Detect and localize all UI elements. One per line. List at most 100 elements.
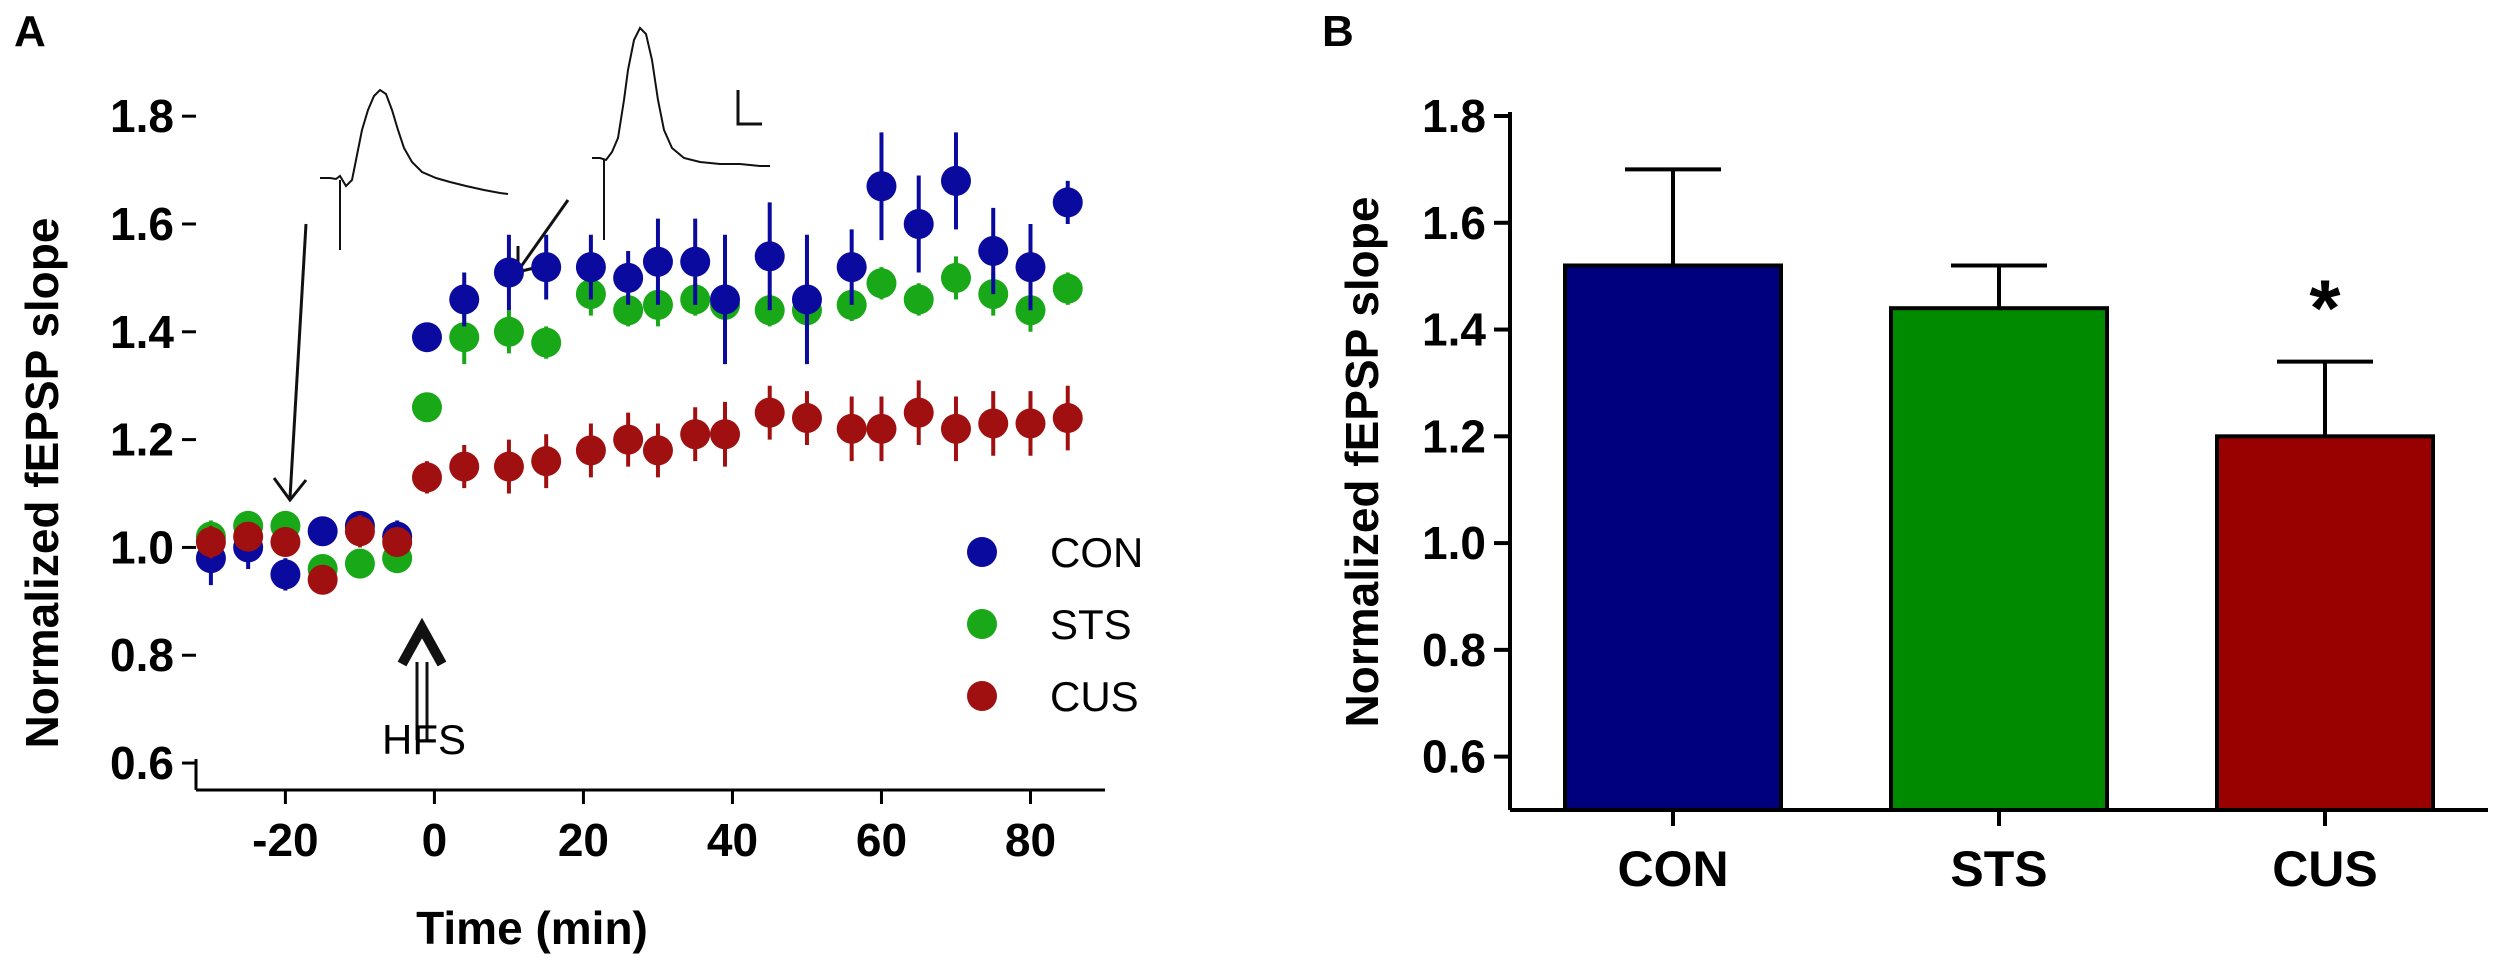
panel-a-y-tick-label: 0.8 — [110, 629, 174, 681]
point-cus — [613, 424, 644, 455]
legend-label-sts: STS — [1050, 601, 1132, 648]
panel-b-bars: CON STS CUS * — [1563, 167, 2435, 897]
point-con — [680, 246, 711, 277]
legend-label-cus: CUS — [1050, 673, 1139, 720]
panel-a-legend: CON STS CUS — [967, 529, 1143, 720]
point-cus — [791, 403, 822, 434]
point-cus — [233, 521, 264, 552]
point-sts — [531, 327, 562, 358]
panel-b-y-tick-label: 1.0 — [1422, 517, 1486, 569]
point-cus — [195, 527, 226, 558]
category-label-cus: CUS — [2272, 841, 2378, 897]
point-con — [754, 241, 785, 272]
post-hfs-trace-icon — [592, 26, 770, 167]
point-cus — [978, 408, 1009, 439]
point-cus — [903, 397, 934, 428]
panel-a-y-tick-label: 1.6 — [110, 198, 174, 250]
point-cus — [1052, 403, 1083, 434]
point-con — [1015, 252, 1046, 283]
panel-a-points — [195, 132, 1083, 595]
point-cus — [449, 451, 480, 482]
point-con — [449, 284, 480, 315]
point-con — [411, 322, 442, 353]
point-sts — [493, 316, 524, 347]
panel-b-y-tick-label: 1.4 — [1422, 304, 1486, 356]
point-con — [642, 246, 673, 277]
point-cus — [270, 527, 301, 558]
point-cus — [680, 419, 711, 450]
baseline-arrow-icon — [288, 223, 308, 499]
point-cus — [754, 397, 785, 428]
panel-b-axes: 0.6 0.8 1.0 1.2 1.4 1.6 1.8 — [1422, 90, 2488, 812]
panel-a-x-tick-label: 80 — [1005, 814, 1056, 866]
legend-marker-cus — [967, 681, 997, 711]
point-sts — [866, 268, 897, 299]
point-con — [531, 252, 562, 283]
point-sts — [449, 322, 480, 353]
panel-a-traces — [272, 26, 770, 503]
significance-marker-cus: * — [2309, 264, 2341, 353]
panel-a-y-title: Normalized fEPSP slope — [16, 218, 68, 749]
point-cus — [642, 435, 673, 466]
bar-cus — [2215, 434, 2435, 812]
category-label-sts: STS — [1950, 841, 2047, 897]
legend-marker-sts — [967, 609, 997, 639]
point-con — [710, 284, 741, 315]
legend-label-con: CON — [1050, 529, 1143, 576]
panel-a-label: A — [14, 7, 46, 56]
point-cus — [493, 451, 524, 482]
panel-a-x-tick-label: 0 — [422, 814, 448, 866]
post-hfs-arrow-icon — [518, 199, 570, 269]
point-con — [836, 252, 867, 283]
panel-b-y-tick-label: 1.2 — [1422, 410, 1486, 462]
point-con — [866, 171, 897, 202]
point-sts — [940, 262, 971, 293]
point-sts — [411, 392, 442, 423]
point-con — [270, 559, 301, 590]
point-con — [978, 235, 1009, 266]
point-cus — [382, 527, 413, 558]
point-con — [307, 516, 338, 547]
point-cus — [411, 462, 442, 493]
point-con — [613, 262, 644, 293]
point-cus — [575, 435, 606, 466]
panel-a-y-tick-label: 0.6 — [110, 737, 174, 789]
point-con — [903, 208, 934, 239]
point-cus — [531, 446, 562, 477]
scale-bar-icon — [736, 90, 762, 126]
category-label-con: CON — [1617, 841, 1728, 897]
point-con — [575, 252, 606, 283]
panel-b-label: B — [1322, 7, 1354, 56]
panel-a-x-title: Time (min) — [416, 902, 648, 954]
panel-a-x-tick-label: 60 — [856, 814, 907, 866]
point-cus — [1015, 408, 1046, 439]
point-cus — [307, 564, 338, 595]
panel-a-y-tick-label: 1.8 — [110, 90, 174, 142]
hfs-marker: HFS — [382, 617, 466, 763]
point-sts — [344, 548, 375, 579]
bar-con — [1563, 263, 1783, 812]
point-con — [940, 165, 971, 196]
panel-b-y-title: Normalized fEPSP slope — [1336, 197, 1388, 728]
bar-sts — [1889, 306, 2109, 812]
panel-b-y-tick-label: 0.8 — [1422, 624, 1486, 676]
panel-b-y-tick-label: 1.8 — [1422, 90, 1486, 142]
panel-a-x-tick-label: 20 — [558, 814, 609, 866]
point-cus — [866, 413, 897, 444]
point-con — [1052, 187, 1083, 218]
baseline-trace-icon — [320, 88, 509, 195]
point-cus — [344, 516, 375, 547]
point-sts — [1052, 273, 1083, 304]
point-cus — [836, 413, 867, 444]
panel-a-y-tick-label: 1.0 — [110, 521, 174, 573]
baseline-arrowhead-icon — [272, 477, 308, 503]
panel-a-y-tick-label: 1.4 — [110, 306, 174, 358]
panel-a-x-tick-label: -20 — [252, 814, 318, 866]
panel-b-y-tick-label: 1.6 — [1422, 197, 1486, 249]
point-con — [493, 257, 524, 288]
point-cus — [710, 419, 741, 450]
point-con — [791, 284, 822, 315]
legend-marker-con — [967, 537, 997, 567]
point-sts — [613, 295, 644, 326]
